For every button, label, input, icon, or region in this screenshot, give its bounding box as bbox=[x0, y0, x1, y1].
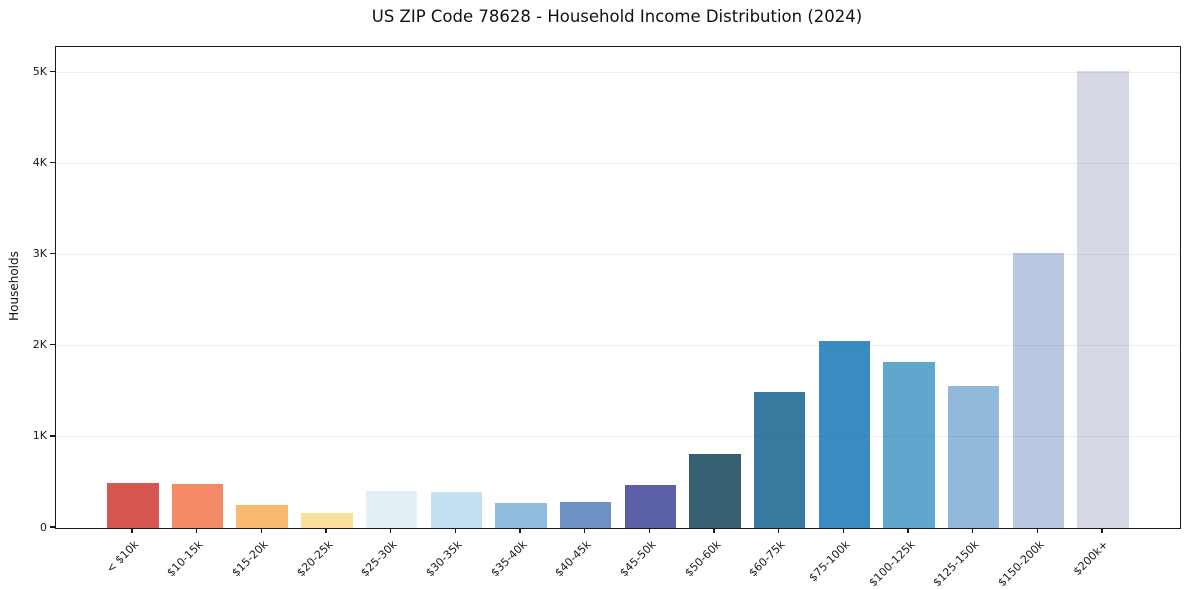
bar-$150-200k bbox=[1012, 252, 1065, 528]
xtick-label-< $10k: < $10k bbox=[103, 538, 142, 576]
xtick-label-$30-35k: $30-35k bbox=[423, 538, 465, 580]
xtick-mark-$75-100k bbox=[842, 528, 845, 534]
y-axis-label: Households bbox=[7, 251, 21, 321]
bar-$40-45k bbox=[559, 501, 612, 528]
xtick-label-$50-60k: $50-60k bbox=[681, 538, 724, 580]
xtick-mark-$150-200k bbox=[1036, 528, 1039, 534]
xtick-label-$150-200k: $150-200k bbox=[995, 538, 1047, 590]
bar-$10-15k bbox=[171, 484, 224, 528]
xtick-mark-$45-50k bbox=[648, 528, 650, 534]
xtick-label-$75-100k: $75-100k bbox=[806, 538, 853, 585]
bar-< $10k bbox=[107, 482, 159, 528]
bar-$60-75k bbox=[753, 392, 806, 528]
bar-$50-60k bbox=[689, 454, 741, 528]
bar-$20-25k bbox=[301, 512, 353, 528]
ytick-label-2K: 2K bbox=[32, 338, 47, 352]
bar-$25-30k bbox=[365, 490, 418, 528]
xtick-label-$200k+: $200k+ bbox=[1071, 538, 1112, 579]
xtick-label-$45-50k: $45-50k bbox=[617, 538, 659, 580]
ytick-mark-0 bbox=[50, 526, 55, 528]
ytick-mark-3K bbox=[50, 253, 55, 255]
xtick-mark-$40-45k bbox=[584, 528, 586, 534]
xtick-mark-$60-75k bbox=[778, 528, 780, 534]
xtick-mark-$125-150k bbox=[972, 528, 974, 534]
xtick-mark-$35-40k bbox=[519, 528, 521, 534]
bar-$125-150k bbox=[947, 385, 1000, 528]
chart-title: US ZIP Code 78628 - Household Income Dis… bbox=[371, 7, 863, 26]
xtick-mark-$50-60k bbox=[713, 528, 715, 534]
xtick-label-$20-25k: $20-25k bbox=[293, 538, 336, 580]
xtick-mark-$20-25k bbox=[325, 528, 327, 534]
xtick-label-$25-30k: $25-30k bbox=[358, 538, 400, 580]
ytick-label-5K: 5K bbox=[32, 65, 47, 78]
xtick-mark-$10-15k bbox=[195, 528, 198, 534]
ytick-mark-4K bbox=[50, 161, 55, 164]
xtick-mark-< $10k bbox=[131, 528, 133, 534]
xtick-mark-$15-20k bbox=[260, 528, 262, 534]
bar-$200k+ bbox=[1077, 70, 1129, 528]
ytick-mark-2K bbox=[50, 344, 55, 346]
bar-$30-35k bbox=[430, 491, 483, 528]
xtick-label-$35-40k: $35-40k bbox=[487, 538, 530, 580]
xtick-label-$15-20k: $15-20k bbox=[229, 538, 271, 580]
xtick-mark-$30-35k bbox=[454, 528, 456, 534]
bar-$35-40k bbox=[495, 502, 547, 528]
xtick-mark-$25-30k bbox=[389, 528, 392, 534]
ytick-mark-1K bbox=[50, 435, 55, 437]
plot-area bbox=[55, 46, 1181, 529]
xtick-mark-$200k+ bbox=[1101, 528, 1103, 534]
bar-$100-125k bbox=[883, 362, 935, 528]
ytick-label-4K: 4K bbox=[32, 156, 47, 170]
xtick-label-$60-75k: $60-75k bbox=[746, 538, 788, 580]
bar-$15-20k bbox=[236, 505, 289, 528]
xtick-label-$100-125k: $100-125k bbox=[866, 538, 918, 590]
xtick-label-$40-45k: $40-45k bbox=[552, 538, 594, 580]
xtick-mark-$100-125k bbox=[907, 528, 909, 534]
ytick-label-1K: 1K bbox=[32, 429, 47, 443]
ytick-label-0: 0 bbox=[40, 520, 47, 534]
ytick-mark-5K bbox=[50, 70, 55, 73]
xtick-label-$125-150k: $125-150k bbox=[930, 538, 982, 590]
bar-$75-100k bbox=[818, 341, 871, 528]
ytick-label-3K: 3K bbox=[32, 247, 47, 261]
bar-$45-50k bbox=[624, 485, 677, 528]
bars-container bbox=[56, 47, 1180, 528]
xtick-label-$10-15k: $10-15k bbox=[164, 538, 206, 580]
